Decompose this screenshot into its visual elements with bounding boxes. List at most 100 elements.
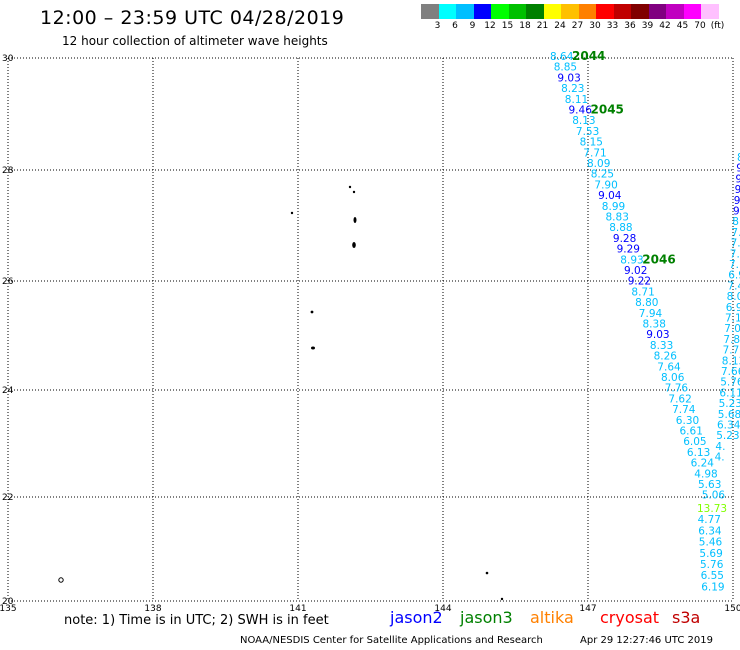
wave-height-value: 6.97 xyxy=(726,302,740,314)
wave-height-value: 7.1 xyxy=(729,259,740,271)
wave-height-value: 7.64 xyxy=(657,361,681,373)
color-scale-label: 24 xyxy=(554,21,566,31)
wave-height-value: 9.03 xyxy=(646,329,669,341)
wave-height-value: 8.80 xyxy=(635,297,658,309)
wave-height-value: 7.76 xyxy=(665,383,689,395)
wave-height-value: 8.64 xyxy=(550,51,574,63)
wave-height-value: 6.55 xyxy=(701,570,724,582)
footnote: note: 1) Time is in UTC; 2) SWH is in fe… xyxy=(64,613,329,628)
wave-height-value: 7.53 xyxy=(576,126,599,138)
island xyxy=(348,185,352,189)
color-swatch xyxy=(473,4,491,19)
wave-height-value: 5.76 xyxy=(720,377,740,389)
island xyxy=(311,346,315,350)
legend-jason3: jason3 xyxy=(460,608,513,627)
color-scale-label: 12 xyxy=(484,21,496,31)
islands xyxy=(58,185,504,601)
color-swatch xyxy=(543,4,561,19)
color-scale-label: 30 xyxy=(589,21,601,31)
wave-height-value: 7.71 xyxy=(583,147,606,159)
wave-height-value: 7.83 xyxy=(723,334,740,346)
island xyxy=(352,190,356,194)
wave-height-value: 8. xyxy=(737,152,740,164)
wave-height-value: 9.03 xyxy=(557,72,580,84)
island xyxy=(310,310,314,314)
wave-height-value: 7.62 xyxy=(668,393,691,405)
wave-height-value: 5.69 xyxy=(699,548,722,560)
wave-height-value: 6.05 xyxy=(683,436,706,448)
wave-height-value: 6.34 xyxy=(717,420,740,432)
wave-height-value: 9. xyxy=(733,206,740,218)
wave-height-value: 5.23 xyxy=(716,430,739,442)
wave-height-value: 9. xyxy=(735,184,740,196)
wave-height-value: 6.94 xyxy=(728,270,740,282)
wave-height-value: 5.23 xyxy=(719,398,740,410)
color-scale-label: 21 xyxy=(536,21,549,31)
lon-label: 138 xyxy=(144,604,161,614)
lat-label: 26 xyxy=(2,277,14,287)
lat-label: 22 xyxy=(2,493,13,503)
wave-height-value: 6.30 xyxy=(676,415,699,427)
wave-height-value: 7.66 xyxy=(721,366,740,378)
lon-labels: 135 138 141 144 147 150 xyxy=(0,604,740,614)
island xyxy=(58,577,64,583)
color-swatch xyxy=(508,4,526,19)
wave-height-value: 9.29 xyxy=(617,244,640,256)
map-title: 12:00 – 23:59 UTC 04/28/2019 xyxy=(40,7,345,29)
wave-height-value: 9.04 xyxy=(598,190,622,202)
wave-height-value: 4. xyxy=(715,452,725,464)
color-scale-label: 36 xyxy=(624,21,636,31)
island xyxy=(290,211,294,215)
lat-label: 28 xyxy=(2,166,14,176)
wave-height-value: 8.25 xyxy=(591,169,614,181)
color-scale-label: 18 xyxy=(519,21,531,31)
color-swatch xyxy=(596,4,614,19)
color-swatch xyxy=(456,4,474,19)
wave-height-value: 4.98 xyxy=(694,468,717,480)
wave-height-value: 6.61 xyxy=(680,426,703,438)
color-swatch xyxy=(526,4,544,19)
island xyxy=(500,597,504,601)
wave-height-value: 7.12 xyxy=(725,313,740,325)
generation-timestamp: Apr 29 12:27:46 UTC 2019 xyxy=(580,635,713,646)
wave-height-value: 8. xyxy=(732,216,740,228)
wave-height-value: 7.76 xyxy=(723,345,740,357)
island xyxy=(485,571,489,575)
lon-label: 135 xyxy=(0,604,17,614)
legend-s3a: s3a xyxy=(672,608,701,627)
pass-time-label: 2045 xyxy=(591,103,624,117)
wave-height-value: 5.46 xyxy=(699,537,723,549)
credit-line: NOAA/NESDIS Center for Satellite Applica… xyxy=(240,635,543,646)
wave-height-value: 8.02 xyxy=(727,291,740,303)
altimeter-passes: 8.648.859.038.238.119.468.137.538.157.71… xyxy=(550,49,740,593)
color-swatch xyxy=(491,4,509,19)
color-swatch xyxy=(421,4,439,19)
wave-height-value: 8.85 xyxy=(554,62,577,74)
color-swatch xyxy=(613,4,631,19)
wave-height-value: 7.90 xyxy=(594,179,617,191)
lon-label: 147 xyxy=(579,604,596,614)
wave-height-value: 6.34 xyxy=(698,525,722,537)
wave-height-value: 4.77 xyxy=(698,514,721,526)
wave-height-value: 8.13 xyxy=(572,115,595,127)
legend-cryosat: cryosat xyxy=(600,608,660,627)
wave-height-value: 8.09 xyxy=(587,158,610,170)
color-scale-label: 45 xyxy=(676,21,689,31)
wave-height-value: 7.8 xyxy=(731,238,740,250)
wave-height-value: 8.11 xyxy=(565,94,588,106)
wave-height-value: 8.13 xyxy=(722,355,740,367)
lat-labels: 30 28 26 24 22 20 xyxy=(2,54,14,607)
wave-height-value: 6.19 xyxy=(701,581,724,593)
lat-label: 24 xyxy=(2,386,14,396)
color-swatch xyxy=(648,4,666,19)
pass-time-label: 2046 xyxy=(642,252,675,266)
wave-height-value: 13.73 xyxy=(697,503,727,515)
color-scale-labels: 3 6 9 12 15 18 21 24 27 30 33 36 39 42 45 70 (ft) xyxy=(421,21,740,35)
wave-height-value: 9.22 xyxy=(628,276,651,288)
wave-height-value: 8.38 xyxy=(643,319,666,331)
pass-time-label: 2044 xyxy=(572,49,605,63)
color-scale xyxy=(421,4,719,19)
lat-label: 20 xyxy=(2,597,14,607)
island xyxy=(352,242,356,248)
